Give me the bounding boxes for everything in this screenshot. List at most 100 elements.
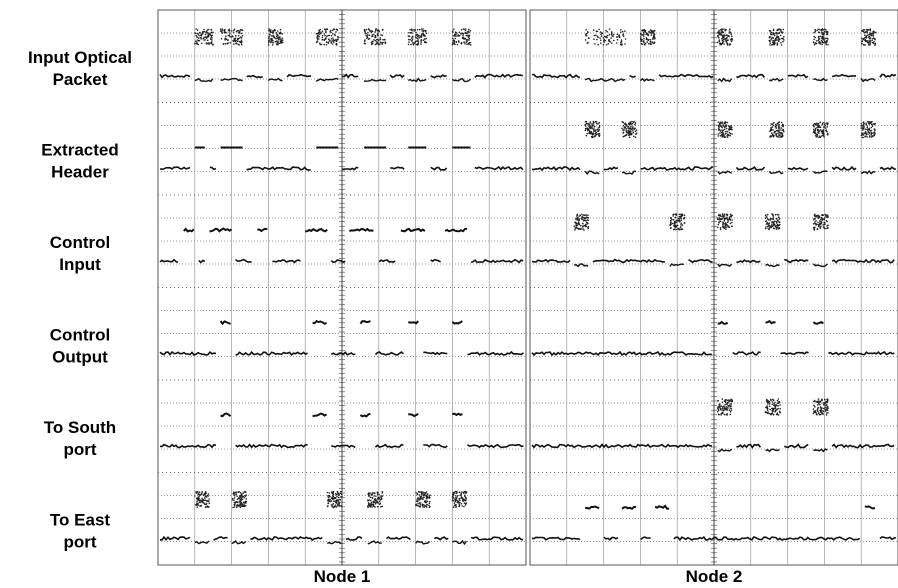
trace-burst — [426, 33, 428, 35]
trace-burst — [640, 38, 642, 40]
trace-burst — [584, 214, 586, 216]
trace-burst — [335, 31, 337, 33]
trace-burst — [675, 217, 677, 219]
trace-burst — [278, 43, 280, 45]
trace-burst — [729, 400, 731, 402]
trace-burst — [822, 219, 824, 221]
trace-burst — [725, 408, 727, 410]
trace-burst — [268, 36, 270, 38]
trace-burst — [418, 37, 420, 39]
trace-burst — [238, 492, 240, 494]
trace-burst — [774, 33, 776, 35]
trace-burst — [725, 131, 727, 133]
trace-burst — [334, 35, 336, 37]
trace-low — [431, 260, 441, 262]
trace-burst — [673, 229, 675, 231]
trace-burst — [336, 496, 338, 498]
trace-burst — [415, 34, 417, 36]
trace-burst — [723, 43, 725, 45]
trace-burst — [717, 218, 719, 220]
trace-burst — [648, 32, 650, 34]
trace-burst — [460, 33, 462, 35]
trace-burst — [814, 215, 816, 217]
trace-burst — [631, 134, 633, 136]
trace-burst — [816, 123, 818, 125]
trace-burst — [780, 35, 782, 37]
trace-burst — [724, 35, 726, 37]
trace-burst — [621, 128, 623, 130]
trace-burst — [722, 221, 724, 223]
trace-burst — [721, 219, 723, 221]
trace-burst — [605, 36, 607, 38]
trace-burst — [380, 39, 382, 41]
trace-burst — [465, 504, 467, 506]
trace-burst — [617, 39, 619, 41]
trace-low — [532, 167, 580, 170]
trace-burst — [653, 37, 655, 39]
trace-burst — [197, 29, 199, 31]
trace-burst — [776, 33, 778, 35]
trace-burst — [328, 38, 330, 40]
trace-burst — [827, 410, 829, 412]
trace-high — [718, 322, 728, 324]
trace-burst — [871, 136, 873, 138]
trace-burst — [826, 38, 828, 40]
trace-burst — [815, 128, 817, 130]
trace-burst — [767, 223, 769, 225]
trace-burst — [324, 29, 326, 31]
trace-burst — [577, 215, 579, 217]
trace-burst — [597, 133, 599, 135]
trace-burst — [338, 500, 340, 502]
trace-burst — [718, 414, 720, 416]
trace-burst — [408, 44, 410, 46]
trace-burst — [594, 43, 596, 45]
trace-burst — [783, 124, 785, 126]
trace-burst — [816, 124, 818, 126]
trace-burst — [643, 38, 645, 40]
trace-burst — [772, 37, 774, 39]
trace-burst — [452, 35, 454, 37]
trace-burst — [322, 39, 324, 41]
trace-burst — [456, 498, 458, 500]
trace-burst — [465, 497, 467, 499]
trace-burst — [327, 506, 329, 508]
trace-low — [331, 352, 355, 355]
trace-burst — [681, 214, 683, 216]
trace-burst — [337, 37, 339, 39]
trace-burst — [866, 36, 868, 38]
trace-burst — [773, 32, 775, 34]
trace-burst — [868, 34, 870, 36]
trace-low — [160, 167, 190, 169]
trace-burst — [413, 29, 415, 31]
trace-burst — [626, 134, 628, 136]
trace-burst — [779, 221, 781, 223]
trace-burst — [601, 35, 603, 37]
trace-burst — [454, 35, 456, 37]
trace-burst — [722, 224, 724, 226]
trace-burst — [824, 407, 826, 409]
trace-burst — [823, 38, 825, 40]
trace-burst — [222, 28, 224, 30]
trace-burst — [573, 225, 575, 227]
trace-burst — [333, 494, 335, 496]
trace-burst — [718, 219, 720, 221]
trace-burst — [326, 44, 328, 46]
trace-burst — [327, 495, 329, 497]
trace-burst — [873, 135, 875, 137]
trace-burst — [731, 129, 733, 131]
trace-burst — [205, 34, 207, 36]
trace-burst — [415, 32, 417, 34]
trace-burst — [590, 125, 592, 127]
trace-burst — [324, 39, 326, 41]
trace-burst — [778, 398, 780, 400]
trace-burst — [684, 222, 686, 224]
trace-burst — [243, 502, 245, 504]
trace-burst — [622, 132, 624, 134]
trace-burst — [818, 403, 820, 405]
trace-burst — [681, 219, 683, 221]
trace-burst — [278, 39, 280, 41]
trace-burst — [767, 410, 769, 412]
trace-burst — [464, 43, 466, 45]
trace-burst — [778, 36, 780, 38]
trace-burst — [592, 132, 594, 134]
